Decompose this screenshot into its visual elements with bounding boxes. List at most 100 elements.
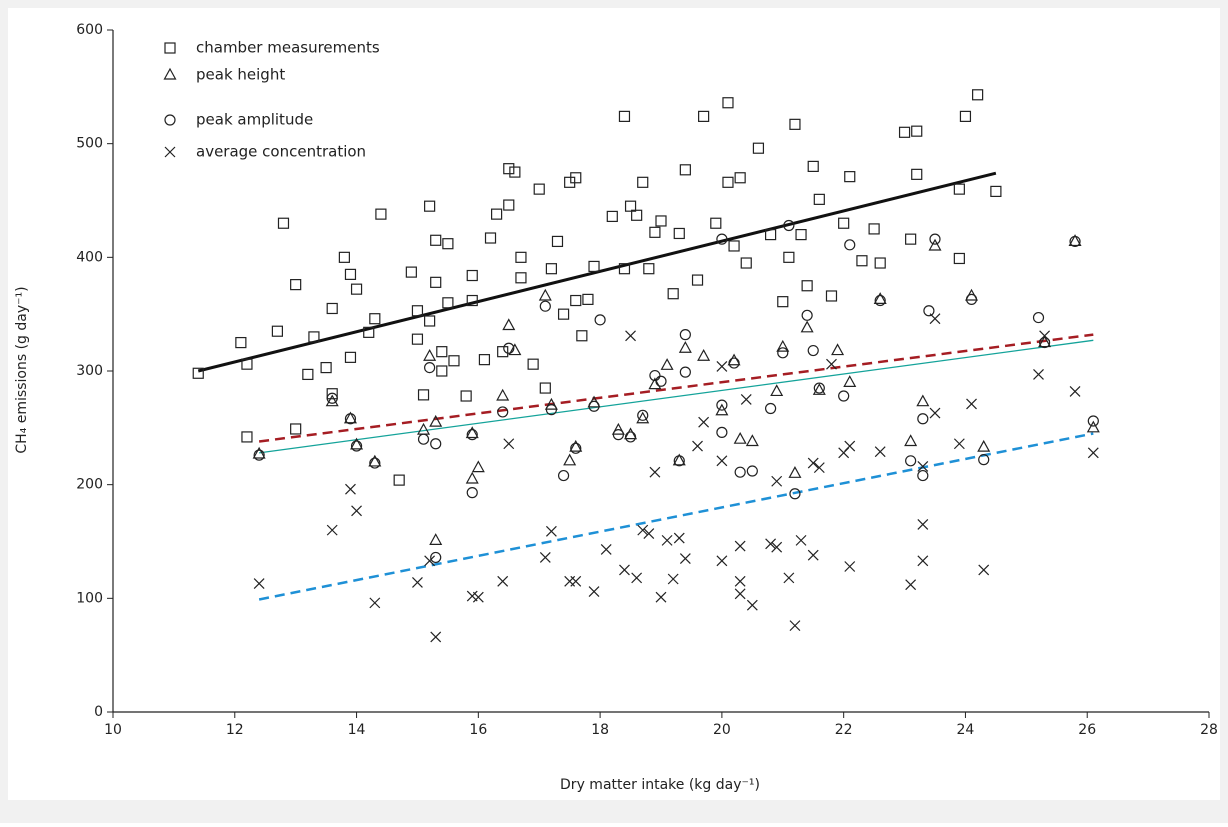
square-marker xyxy=(290,279,302,291)
cross-marker xyxy=(917,461,929,472)
circle-marker xyxy=(539,300,551,312)
circle-marker xyxy=(430,551,442,564)
circle-marker xyxy=(624,431,637,443)
cross-marker xyxy=(503,438,515,450)
cross-marker xyxy=(917,555,929,567)
cross-marker xyxy=(716,361,728,372)
triangle-marker xyxy=(745,434,759,447)
triangle-marker xyxy=(429,533,443,545)
square-marker xyxy=(478,354,491,366)
triangle-marker xyxy=(916,394,930,407)
square-marker xyxy=(990,185,1002,198)
triangle-marker xyxy=(1086,420,1100,433)
legend-label: peak amplitude xyxy=(196,111,313,129)
square-marker xyxy=(417,389,430,401)
circle-marker xyxy=(430,438,442,450)
triangle-marker xyxy=(429,414,443,427)
triangle-marker xyxy=(648,377,662,390)
square-marker xyxy=(618,263,631,275)
cross-marker xyxy=(637,524,649,536)
square-marker xyxy=(582,293,594,305)
trend-line xyxy=(258,333,1094,443)
triangle-marker xyxy=(672,453,686,466)
square-marker xyxy=(430,234,442,246)
square-marker xyxy=(752,142,765,154)
cross-marker xyxy=(631,572,643,584)
cross-marker xyxy=(412,576,423,588)
square-marker xyxy=(460,390,472,402)
circle-marker xyxy=(637,409,649,421)
y-axis-title: CH₄ emissions (g day⁻¹) xyxy=(14,286,30,453)
cross-marker xyxy=(619,564,630,576)
circle-marker xyxy=(417,433,430,445)
cross-marker xyxy=(978,564,990,576)
triangle-marker xyxy=(727,353,741,366)
cross-marker xyxy=(844,561,856,572)
circle-marker xyxy=(716,233,728,245)
cross-marker xyxy=(600,544,612,555)
cross-marker xyxy=(917,519,929,530)
cross-marker xyxy=(734,575,746,587)
circle-marker xyxy=(497,406,509,418)
square-marker xyxy=(649,226,661,238)
square-marker xyxy=(405,266,417,278)
square-marker xyxy=(898,126,911,138)
circle-marker xyxy=(1087,415,1099,427)
square-marker xyxy=(308,331,320,343)
square-marker xyxy=(868,223,880,235)
triangle-marker xyxy=(569,439,583,452)
triangle-marker xyxy=(788,466,802,478)
cross-marker xyxy=(345,483,356,495)
square-marker xyxy=(326,388,338,400)
cross-marker xyxy=(813,462,825,474)
triangle-marker xyxy=(733,431,747,444)
circle-marker xyxy=(655,375,667,387)
cross-marker xyxy=(734,588,746,600)
triangle-marker xyxy=(624,427,638,440)
x-tick-label: 24 xyxy=(957,722,975,738)
trend-line xyxy=(259,339,1094,454)
circle-marker xyxy=(253,449,265,461)
square-marker xyxy=(722,176,734,188)
square-marker xyxy=(959,110,972,122)
square-marker xyxy=(484,232,497,244)
circle-marker xyxy=(905,455,917,467)
circle-marker xyxy=(570,442,582,454)
square-marker xyxy=(673,227,685,240)
y-tick-label: 100 xyxy=(76,590,103,606)
legend-label: average concentration xyxy=(196,143,366,161)
square-marker xyxy=(338,251,350,263)
cross-marker xyxy=(679,553,691,564)
cross-marker xyxy=(497,575,509,587)
square-marker xyxy=(430,276,442,288)
square-marker xyxy=(764,229,777,241)
circle-marker xyxy=(746,465,758,477)
circle-marker xyxy=(503,342,515,354)
square-marker xyxy=(411,305,424,317)
square-marker xyxy=(637,176,649,188)
circle-marker xyxy=(1069,235,1081,248)
triangle-marker xyxy=(465,426,479,439)
cross-marker xyxy=(844,440,856,452)
square-marker xyxy=(777,296,789,308)
square-marker xyxy=(825,290,838,302)
triangle-marker xyxy=(502,318,516,331)
x-axis-title: Dry matter intake (kg day⁻¹) xyxy=(560,777,760,793)
square-marker xyxy=(235,336,247,349)
x-tick-label: 14 xyxy=(348,722,366,738)
triangle-marker xyxy=(1038,335,1052,348)
triangle-marker xyxy=(563,453,577,466)
triangle-marker xyxy=(636,411,650,424)
circle-marker xyxy=(801,309,813,321)
square-marker xyxy=(972,89,984,101)
cross-marker xyxy=(545,525,557,537)
cross-marker xyxy=(326,524,338,536)
triangle-marker xyxy=(350,437,364,450)
circle-marker xyxy=(369,457,381,469)
cross-marker xyxy=(826,358,837,370)
cross-marker xyxy=(424,555,436,567)
triangle-marker xyxy=(1068,234,1082,247)
triangle-marker xyxy=(873,292,887,304)
circle-marker xyxy=(923,305,935,317)
circle-marker xyxy=(783,219,795,232)
